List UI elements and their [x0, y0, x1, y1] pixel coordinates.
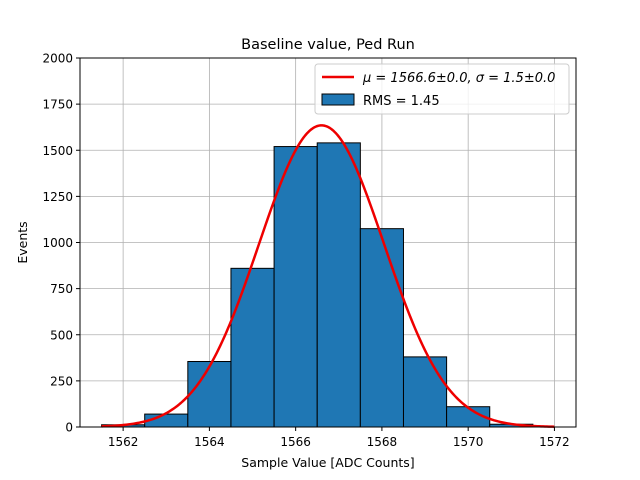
gaussian-fit: [101, 124, 555, 428]
y-tick-label: 250: [50, 374, 73, 388]
x-tick-label: 1572: [539, 435, 570, 449]
legend-fit-label: μ = 1566.6±0.0, σ = 1.5±0.0: [362, 71, 555, 86]
y-tick-label: 0: [65, 421, 73, 435]
legend-histogram-swatch: [321, 93, 355, 106]
y-tick-label: 1000: [42, 236, 73, 250]
y-axis-ticks: 0 250 500 750 1000 1250 1500 1750 2000: [42, 52, 80, 435]
histogram-bar: [187, 361, 232, 428]
x-tick-label: 1562: [108, 435, 139, 449]
legend: μ = 1566.6±0.0, σ = 1.5±0.0 RMS = 1.45: [314, 63, 570, 115]
y-tick-label: 1500: [42, 144, 73, 158]
x-tick-label: 1564: [194, 435, 225, 449]
y-tick-label: 2000: [42, 52, 73, 66]
x-tick-label: 1570: [453, 435, 484, 449]
y-tick-label: 1750: [42, 98, 73, 112]
x-axis-ticks: 1562 1564 1566 1568 1570 1572: [108, 427, 570, 449]
y-axis-label: Events: [15, 221, 30, 263]
y-tick-label: 1250: [42, 190, 73, 204]
histogram-bar: [230, 267, 275, 428]
x-tick-label: 1566: [280, 435, 311, 449]
chart-title: Baseline value, Ped Run: [241, 37, 415, 53]
histogram-bars: [101, 142, 534, 428]
y-tick-label: 750: [50, 282, 73, 296]
histogram-bar: [359, 228, 404, 428]
legend-frame: [314, 63, 570, 115]
histogram-bar: [402, 356, 448, 428]
histogram-bar: [316, 142, 361, 428]
legend-histogram-label: RMS = 1.45: [363, 94, 440, 109]
y-tick-label: 500: [50, 328, 73, 342]
gaussian-fit-curve: [101, 124, 555, 428]
x-axis-label: Sample Value [ADC Counts]: [241, 455, 414, 470]
histogram-bar: [273, 146, 318, 428]
x-tick-label: 1568: [367, 435, 398, 449]
